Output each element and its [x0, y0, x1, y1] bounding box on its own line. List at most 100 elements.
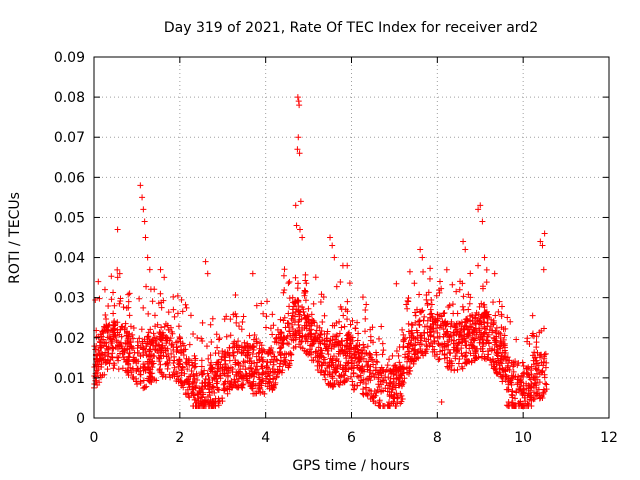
data-point	[416, 317, 423, 324]
data-point	[339, 342, 346, 349]
data-point	[272, 381, 279, 388]
data-point	[458, 363, 465, 370]
data-point	[379, 378, 386, 385]
data-point	[227, 316, 234, 323]
data-point	[329, 373, 336, 380]
data-point	[295, 298, 302, 305]
data-point	[326, 341, 333, 348]
data-point	[314, 362, 321, 369]
data-point	[405, 295, 412, 302]
data-point	[536, 352, 543, 359]
data-point	[157, 290, 164, 297]
data-point	[207, 321, 214, 328]
data-point	[114, 326, 121, 333]
data-point	[292, 202, 299, 209]
data-point	[151, 312, 158, 319]
data-point	[424, 317, 431, 324]
data-point	[500, 342, 507, 349]
data-point	[274, 368, 281, 375]
data-point	[325, 344, 332, 351]
data-point	[249, 381, 256, 388]
data-point	[97, 336, 104, 343]
data-point	[140, 304, 147, 311]
data-point	[390, 378, 397, 385]
data-point	[389, 352, 396, 359]
data-point	[376, 335, 383, 342]
data-point	[110, 360, 117, 367]
data-point	[310, 357, 317, 364]
data-point	[340, 312, 347, 319]
data-point	[436, 355, 443, 362]
data-point	[386, 385, 393, 392]
data-point	[364, 363, 371, 370]
data-point	[184, 366, 191, 373]
data-point	[292, 334, 299, 341]
data-point	[424, 329, 431, 336]
data-point	[377, 402, 384, 409]
data-point	[519, 359, 526, 366]
data-point	[240, 363, 247, 370]
data-point	[467, 350, 474, 357]
data-point	[344, 262, 351, 269]
data-point	[330, 353, 337, 360]
data-point	[295, 318, 302, 325]
data-point	[450, 332, 457, 339]
data-point	[289, 294, 296, 301]
data-point	[405, 328, 412, 335]
data-point	[128, 369, 135, 376]
data-point	[163, 334, 170, 341]
data-point	[370, 361, 377, 368]
data-point	[427, 332, 434, 339]
data-point	[369, 356, 376, 363]
data-point	[319, 318, 326, 325]
data-point	[397, 390, 404, 397]
data-point	[515, 373, 522, 380]
data-point	[145, 377, 152, 384]
data-point	[296, 150, 303, 157]
x-tick-label: 12	[600, 430, 618, 446]
data-point	[539, 368, 546, 375]
data-point	[281, 314, 288, 321]
data-point	[246, 332, 253, 339]
data-point	[274, 326, 281, 333]
data-point	[188, 368, 195, 375]
data-point	[373, 358, 380, 365]
data-point	[386, 391, 393, 398]
data-point	[378, 388, 385, 395]
data-point	[412, 341, 419, 348]
data-point	[501, 340, 508, 347]
data-point	[393, 402, 400, 409]
data-point	[134, 381, 141, 388]
data-point	[286, 360, 293, 367]
data-point	[94, 358, 101, 365]
data-point	[393, 348, 400, 355]
data-point	[273, 373, 280, 380]
data-point	[300, 306, 307, 313]
data-point	[475, 206, 482, 213]
data-point	[318, 361, 325, 368]
data-point	[137, 182, 144, 189]
data-point	[502, 377, 509, 384]
data-point	[246, 365, 253, 372]
data-point	[99, 328, 106, 335]
data-point	[435, 316, 442, 323]
data-point	[259, 356, 266, 363]
data-point	[466, 300, 473, 307]
data-point	[290, 317, 297, 324]
data-point	[277, 360, 284, 367]
data-point	[397, 365, 404, 372]
data-point	[107, 339, 114, 346]
data-point	[387, 375, 394, 382]
data-point	[141, 218, 148, 225]
data-point	[476, 329, 483, 336]
data-point	[126, 354, 133, 361]
data-point	[350, 386, 357, 393]
data-point	[165, 309, 172, 316]
data-point	[477, 346, 484, 353]
data-point	[277, 357, 284, 364]
data-point	[218, 353, 225, 360]
data-point	[438, 322, 445, 329]
data-point	[473, 354, 480, 361]
data-point	[419, 254, 426, 261]
data-point	[349, 317, 356, 324]
